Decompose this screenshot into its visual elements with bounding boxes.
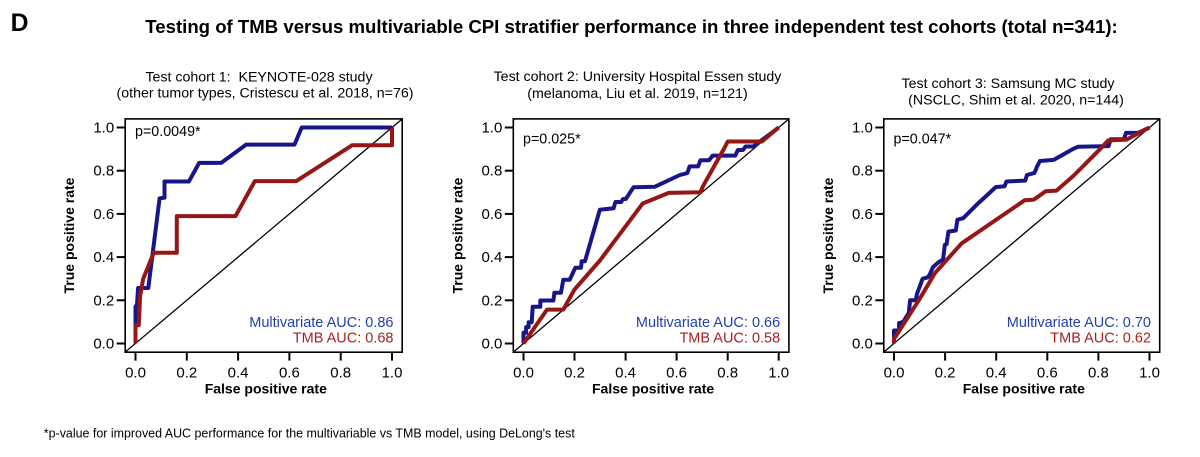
svg-text:D: D (11, 10, 29, 37)
svg-text:(other tumor types, Cristescu: (other tumor types, Cristescu et al. 201… (117, 86, 414, 102)
svg-text:0.6: 0.6 (481, 206, 502, 223)
svg-text:0.2: 0.2 (852, 292, 873, 309)
svg-text:0.0: 0.0 (513, 364, 534, 381)
svg-text:p=0.025*: p=0.025* (523, 132, 581, 148)
svg-text:False positive rate: False positive rate (205, 381, 327, 397)
svg-text:1.0: 1.0 (852, 120, 873, 137)
svg-text:0.8: 0.8 (481, 163, 502, 180)
svg-text:0.4: 0.4 (228, 364, 249, 381)
svg-text:TMB AUC: 0.58: TMB AUC: 0.58 (679, 330, 780, 346)
svg-text:True positive rate: True positive rate (61, 177, 77, 293)
svg-text:0.2: 0.2 (176, 364, 197, 381)
svg-text:0.4: 0.4 (615, 364, 636, 381)
svg-text:0.2: 0.2 (564, 364, 585, 381)
svg-text:0.8: 0.8 (852, 163, 873, 180)
svg-text:0.6: 0.6 (1037, 364, 1058, 381)
svg-text:*p-value for improved AUC perf: *p-value for improved AUC performance fo… (44, 426, 576, 440)
svg-text:1.0: 1.0 (481, 120, 502, 137)
svg-text:False positive rate: False positive rate (963, 381, 1085, 397)
svg-text:0.4: 0.4 (852, 249, 873, 266)
svg-text:0.8: 0.8 (330, 364, 351, 381)
svg-text:0.0: 0.0 (125, 364, 146, 381)
svg-text:0.6: 0.6 (852, 206, 873, 223)
svg-text:Test cohort 1: KEYNOTE-028 st: Test cohort 1: KEYNOTE-028 study (145, 70, 373, 86)
svg-text:0.2: 0.2 (481, 292, 502, 309)
svg-text:0.6: 0.6 (666, 364, 687, 381)
svg-text:0.4: 0.4 (93, 249, 114, 266)
svg-text:0.0: 0.0 (884, 364, 905, 381)
svg-text:Multivariate AUC: 0.86: Multivariate AUC: 0.86 (249, 315, 393, 331)
svg-text:1.0: 1.0 (1139, 364, 1160, 381)
svg-text:0.4: 0.4 (481, 249, 502, 266)
svg-text:0.2: 0.2 (935, 364, 956, 381)
svg-text:TMB AUC: 0.68: TMB AUC: 0.68 (293, 330, 394, 346)
svg-text:1.0: 1.0 (93, 120, 114, 137)
svg-text:p=0.0049*: p=0.0049* (135, 124, 201, 140)
svg-text:0.8: 0.8 (93, 163, 114, 180)
svg-text:False positive rate: False positive rate (592, 381, 714, 397)
svg-text:0.8: 0.8 (717, 364, 738, 381)
svg-text:0.8: 0.8 (1088, 364, 1109, 381)
svg-text:1.0: 1.0 (768, 364, 789, 381)
svg-text:0.6: 0.6 (279, 364, 300, 381)
svg-text:Test cohort 2: University Hosp: Test cohort 2: University Hospital Essen… (494, 69, 783, 85)
svg-text:True positive rate: True positive rate (449, 177, 465, 293)
svg-text:TMB AUC: 0.62: TMB AUC: 0.62 (1050, 330, 1151, 346)
svg-text:0.0: 0.0 (852, 336, 873, 353)
svg-text:p=0.047*: p=0.047* (894, 132, 952, 148)
svg-text:0.6: 0.6 (93, 206, 114, 223)
svg-text:Test cohort 3: Samsung MC stud: Test cohort 3: Samsung MC study (902, 76, 1116, 92)
svg-text:Multivariate AUC: 0.70: Multivariate AUC: 0.70 (1007, 315, 1151, 331)
svg-text:0.0: 0.0 (93, 336, 114, 353)
svg-text:0.2: 0.2 (93, 292, 114, 309)
svg-text:0.0: 0.0 (481, 336, 502, 353)
svg-text:1.0: 1.0 (382, 364, 403, 381)
svg-text:0.4: 0.4 (986, 364, 1007, 381)
svg-text:Testing of TMB versus multivar: Testing of TMB versus multivariable CPI … (145, 16, 1117, 37)
svg-text:(melanoma, Liu et al. 2019, n=: (melanoma, Liu et al. 2019, n=121) (527, 86, 747, 102)
svg-text:Multivariate AUC: 0.66: Multivariate AUC: 0.66 (636, 315, 780, 331)
svg-text:(NSCLC, Shim et al. 2020, n=14: (NSCLC, Shim et al. 2020, n=144) (908, 93, 1124, 109)
svg-text:True positive rate: True positive rate (820, 177, 836, 293)
